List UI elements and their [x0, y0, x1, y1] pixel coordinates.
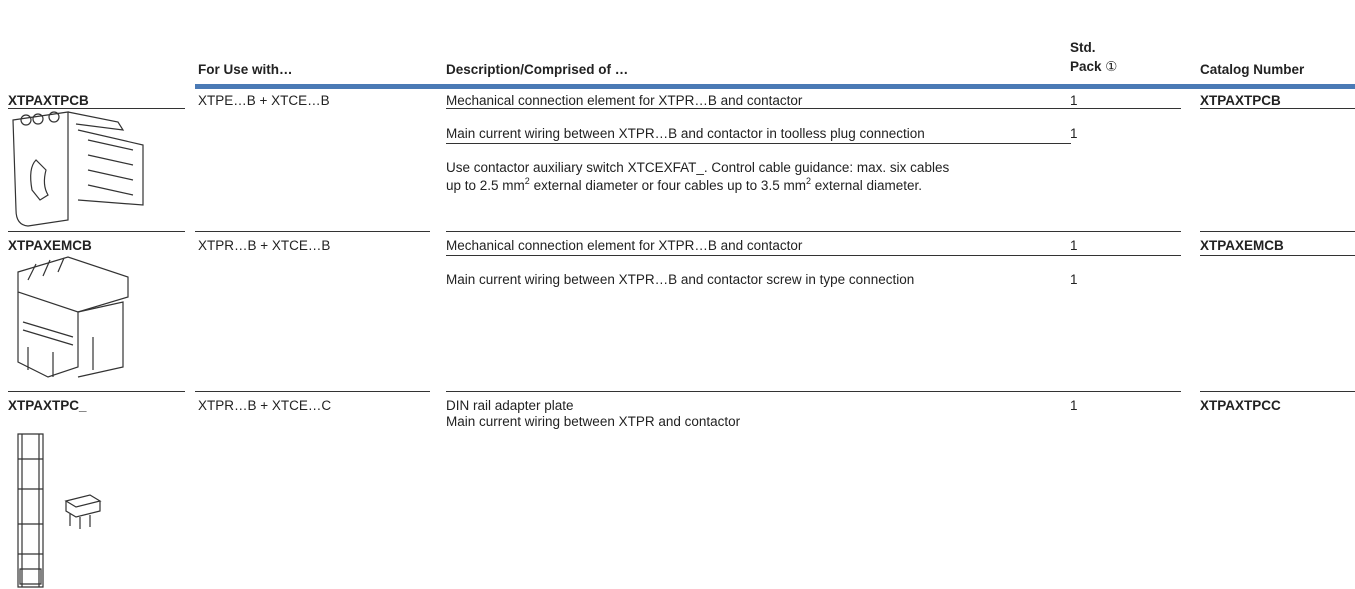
- rule: [8, 231, 185, 232]
- rule: [446, 231, 1181, 232]
- rule: [1200, 108, 1355, 109]
- pack: 1: [1070, 126, 1078, 141]
- use: XTPE…B + XTCE…B: [198, 93, 330, 108]
- pack: 1: [1070, 93, 1078, 108]
- catalog-number: XTPAXEMCB: [1200, 238, 1284, 253]
- product-image: [17, 256, 129, 378]
- note: external diameter or four cables up to 3…: [529, 178, 806, 193]
- rule: [446, 255, 1181, 256]
- description: Main current wiring between XTPR and con…: [446, 414, 741, 429]
- rule: [8, 391, 185, 392]
- product-image: [17, 433, 102, 588]
- note: up to 2.5 mm: [446, 178, 525, 193]
- header-description: Description/Comprised of …: [446, 62, 629, 77]
- header-bar: [195, 84, 1355, 89]
- description: Mechanical connection element for XTPR…B…: [446, 93, 803, 108]
- row-label: XTPAXTPCB: [8, 93, 89, 108]
- catalog-number: XTPAXTPCB: [1200, 93, 1281, 108]
- description: Main current wiring between XTPR…B and c…: [446, 272, 915, 287]
- use: XTPR…B + XTCE…C: [198, 398, 332, 413]
- rule: [446, 108, 1181, 109]
- rule: [195, 231, 430, 232]
- catalog-number: XTPAXTPCC: [1200, 398, 1281, 413]
- note: external diameter.: [810, 178, 923, 193]
- header-pack: Pack ①: [1070, 58, 1117, 75]
- pack: 1: [1070, 398, 1078, 413]
- product-image: [12, 111, 144, 227]
- superscript: 2: [524, 176, 530, 186]
- description: Mechanical connection element for XTPR…B…: [446, 238, 803, 253]
- rule: [1200, 391, 1355, 392]
- note: Use contactor auxiliary switch XTCEXFAT_…: [446, 160, 950, 175]
- row-label: XTPAXTPC_: [8, 398, 87, 413]
- use: XTPR…B + XTCE…B: [198, 238, 331, 253]
- rule: [446, 391, 1181, 392]
- header-use: For Use with…: [198, 62, 293, 77]
- header-catalog: Catalog Number: [1200, 62, 1305, 77]
- pack: 1: [1070, 272, 1078, 287]
- footnote-mark: ①: [1105, 59, 1118, 74]
- header-pack: Pack: [1070, 59, 1102, 74]
- rule: [1200, 255, 1355, 256]
- rule: [8, 108, 185, 109]
- description: Main current wiring between XTPR…B and c…: [446, 126, 925, 141]
- pack: 1: [1070, 238, 1078, 253]
- rule: [1200, 231, 1355, 232]
- rule: [446, 143, 1071, 144]
- row-label: XTPAXEMCB: [8, 238, 92, 253]
- description: DIN rail adapter plate: [446, 398, 574, 413]
- note: up to 2.5 mm2 external diameter or four …: [446, 177, 922, 194]
- rule: [195, 391, 430, 392]
- header-pack: Std.: [1070, 40, 1096, 55]
- superscript: 2: [805, 176, 811, 186]
